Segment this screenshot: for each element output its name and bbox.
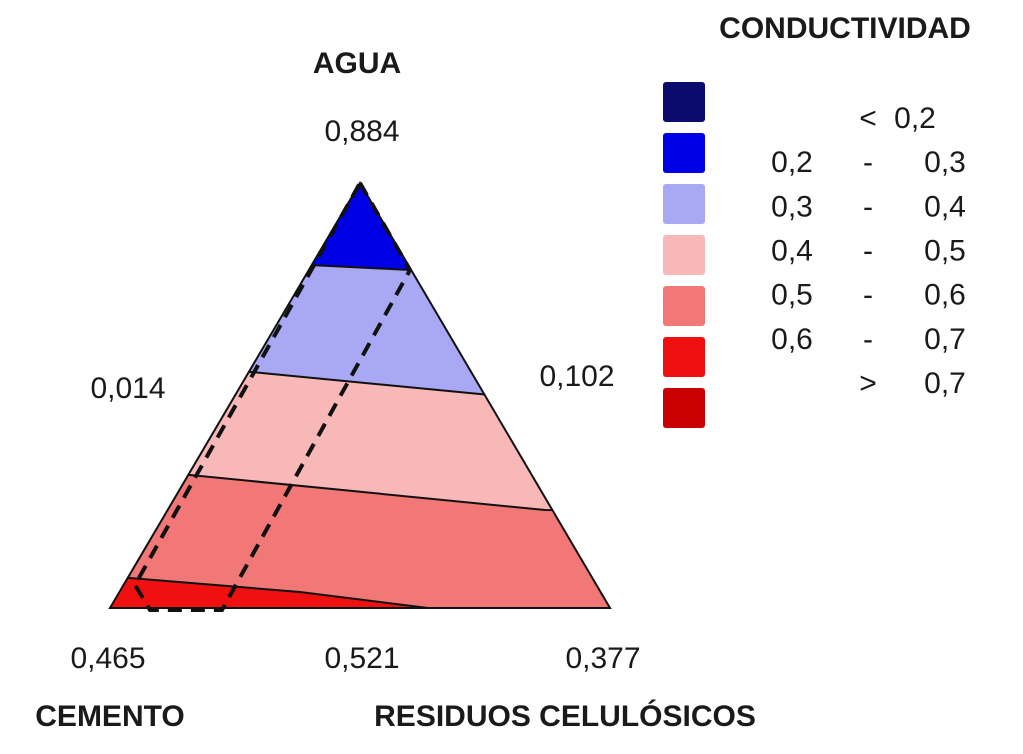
vertex-value: 0,884 xyxy=(324,115,399,148)
legend-sep: - xyxy=(863,190,873,223)
legend-from: 0,4 xyxy=(771,235,813,268)
vertex-value: 0,377 xyxy=(565,642,640,675)
legend-swatch xyxy=(663,235,705,275)
legend-swatch xyxy=(663,184,705,224)
legend-from: 0,3 xyxy=(771,190,813,223)
legend-sep: - xyxy=(863,323,873,356)
legend: <0,20,2-0,30,3-0,40,4-0,50,5-0,60,6-0,7>… xyxy=(663,82,966,428)
legend-to: 0,6 xyxy=(924,279,966,312)
legend-swatch xyxy=(663,133,705,173)
legend-sep: < xyxy=(859,102,877,135)
legend-from: 0,5 xyxy=(771,279,813,312)
legend-to: 0,5 xyxy=(924,235,966,268)
contour xyxy=(110,469,610,516)
legend-sep: - xyxy=(863,279,873,312)
legend-sep: > xyxy=(859,367,877,400)
edge-value: 0,014 xyxy=(90,372,165,405)
legend-from: 0,2 xyxy=(771,146,813,179)
contour xyxy=(110,574,461,608)
legend-to: 0,4 xyxy=(924,190,966,223)
legend-to: 0,2 xyxy=(894,102,936,135)
legend-to: 0,7 xyxy=(924,323,966,356)
legend-sep: - xyxy=(863,235,873,268)
legend-from: 0,6 xyxy=(771,323,813,356)
region xyxy=(110,470,610,608)
legend-sep: - xyxy=(863,146,873,179)
vertex-name: RESIDUOS CELULÓSICOS xyxy=(374,699,756,733)
legend-swatch xyxy=(663,388,705,428)
legend-swatch xyxy=(663,337,705,377)
edge-value: 0,102 xyxy=(539,360,614,393)
triangle-edge xyxy=(108,181,612,609)
vertex-name: AGUA xyxy=(313,47,401,80)
legend-swatch xyxy=(663,286,705,326)
edge-value: 0,521 xyxy=(324,642,399,675)
legend-to: 0,7 xyxy=(924,367,966,400)
vertex-value: 0,465 xyxy=(70,642,145,675)
legend-swatch xyxy=(663,82,705,122)
legend-title: CONDUCTIVIDAD xyxy=(719,12,971,45)
legend-to: 0,3 xyxy=(924,146,966,179)
vertex-name: CEMENTO xyxy=(35,700,184,733)
